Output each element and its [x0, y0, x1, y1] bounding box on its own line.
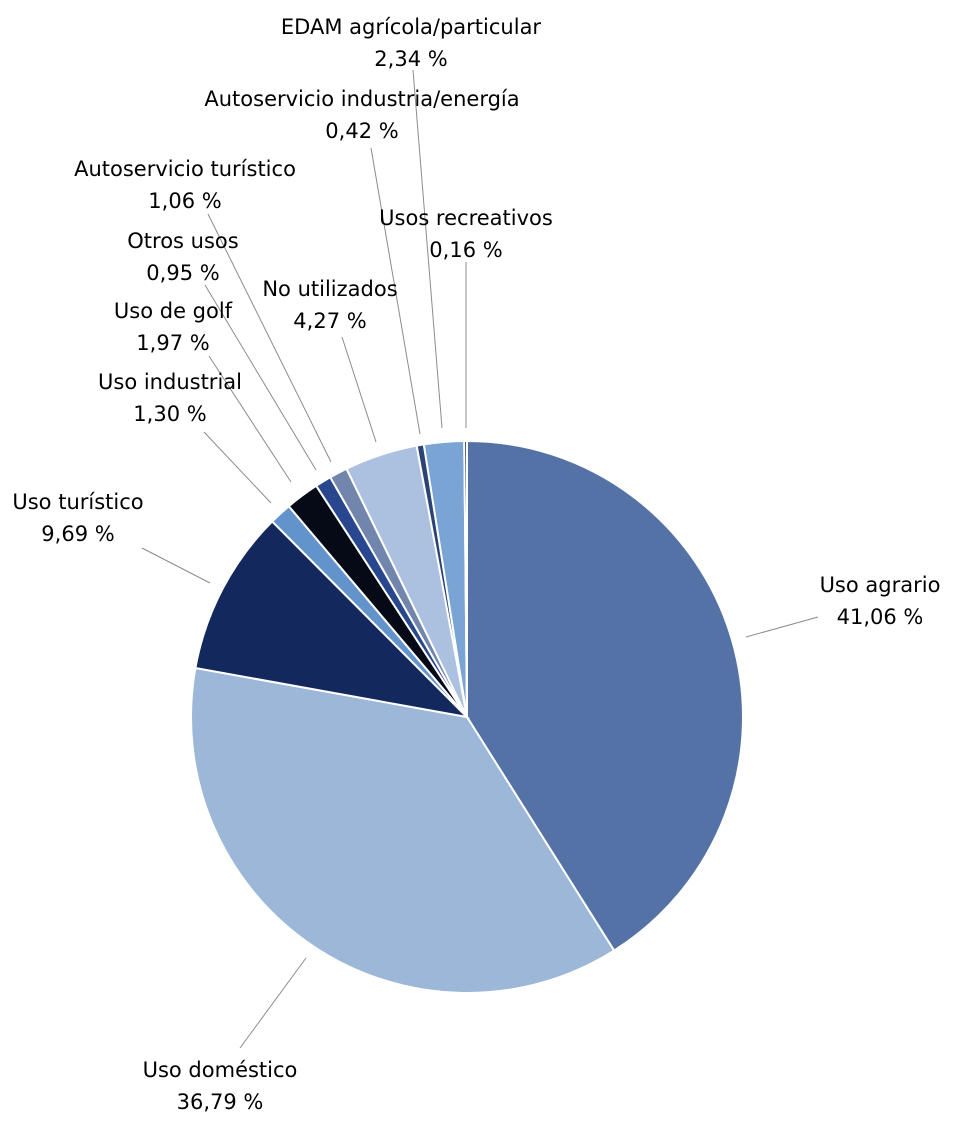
pie-slice-uso-doméstico [190, 666, 616, 994]
leader-line [204, 284, 317, 471]
slice-value-label: 0,95 % [146, 261, 219, 285]
slice-category-label: No utilizados [262, 277, 397, 301]
leader-line [208, 355, 292, 483]
slice-category-label: EDAM agrícola/particular [281, 15, 542, 39]
slice-value-label: 4,27 % [293, 309, 366, 333]
slice-value-label: 41,06 % [837, 605, 924, 629]
slice-category-label: Uso agrario [820, 573, 941, 597]
slice-value-label: 9,69 % [41, 522, 114, 546]
pie-slice-usos-recreativos [463, 439, 468, 718]
slice-value-label: 0,42 % [325, 119, 398, 143]
slice-value-label: 1,06 % [148, 189, 221, 213]
slice-category-label: Uso de golf [114, 299, 233, 323]
slice-category-label: Otros usos [127, 229, 238, 253]
pie-slice-uso-agrario [466, 439, 744, 952]
leader-line [370, 147, 421, 435]
leader-line [203, 431, 272, 504]
slice-category-label: Autoservicio industria/energía [204, 87, 519, 111]
slices-layer [190, 439, 744, 994]
slice-category-label: Uso doméstico [143, 1058, 298, 1082]
slice-category-label: Uso turístico [12, 490, 143, 514]
slice-value-label: 1,30 % [133, 402, 206, 426]
slice-category-label: Uso industrial [98, 370, 242, 394]
slice-category-label: Usos recreativos [379, 206, 553, 230]
pie-slice-uso-turístico [194, 520, 470, 719]
leader-line [341, 336, 377, 443]
slice-category-label: Autoservicio turístico [74, 157, 296, 181]
slice-value-label: 1,97 % [136, 331, 209, 355]
slice-value-label: 0,16 % [429, 238, 502, 262]
data-labels-layer: Uso agrario 41,06 % Uso doméstico 36,79 % Us… [12, 15, 940, 1114]
slice-value-label: 2,34 % [374, 47, 447, 71]
leader-line [239, 957, 307, 1049]
slice-value-label: 36,79 % [177, 1090, 264, 1114]
leader-line [412, 69, 443, 429]
leader-line [207, 213, 332, 463]
leader-line [745, 616, 819, 638]
leader-lines-layer [141, 69, 819, 1049]
leader-line [141, 547, 211, 584]
